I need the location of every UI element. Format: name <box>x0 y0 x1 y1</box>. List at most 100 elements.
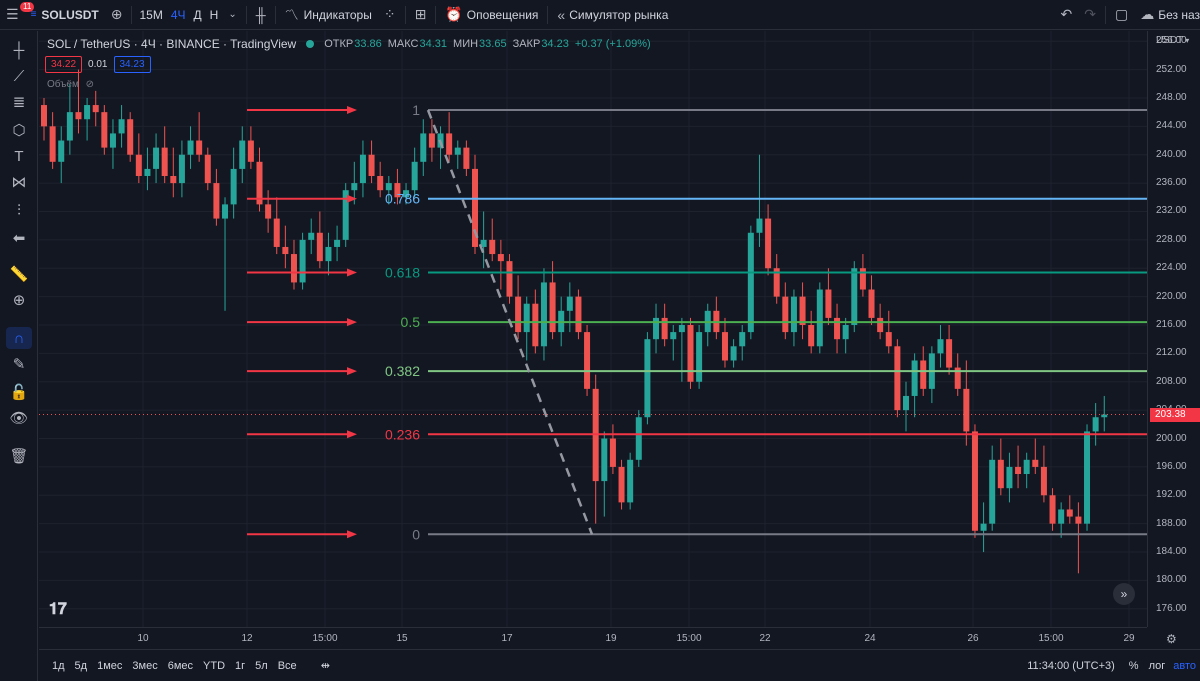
range-5d[interactable]: 5д <box>74 659 88 672</box>
pattern-tool[interactable]: ⬡ <box>6 119 32 141</box>
interval-1w[interactable]: Н <box>209 7 219 22</box>
ruler-tool[interactable]: 📏 <box>6 263 32 285</box>
stay-drawing-tool[interactable]: ✎ <box>6 353 32 375</box>
low-label: МИН <box>453 38 479 50</box>
eye-icon: 👁 <box>9 410 29 427</box>
candle-body <box>765 218 772 269</box>
back-arrow-tool[interactable]: ⬅ <box>6 227 32 249</box>
currency-label[interactable]: USDT ▾ <box>1156 35 1189 46</box>
candle-body <box>239 140 246 169</box>
auto-toggle[interactable]: авто <box>1173 659 1196 672</box>
range-1y[interactable]: 1г <box>235 659 246 672</box>
compare-button[interactable]: ⊕ <box>105 0 129 30</box>
interval-15m[interactable]: 15М <box>139 7 163 22</box>
price-axis[interactable]: USDT ▾ 256.00 252.00 248.00 244.00 240.00 236.… <box>1147 31 1200 627</box>
chart-legend: SOL / TetherUS · 4Ч · BINANCE · TradingV… <box>47 37 651 51</box>
candle-body <box>790 296 797 333</box>
fib-level-label: 1 <box>412 102 420 118</box>
replay-button[interactable]: « Симулятор рынка <box>551 0 674 30</box>
annotation-arrow-head <box>347 530 357 539</box>
lock-tool[interactable]: 🔓 <box>6 381 32 403</box>
candle-body <box>187 140 194 155</box>
clock-time[interactable]: 11:34:00 (UTC+3) <box>1027 659 1115 672</box>
range-5y[interactable]: 5л <box>255 659 268 672</box>
layout-name-button[interactable]: ☁ Без наз <box>1134 0 1200 30</box>
candle-body <box>808 325 815 347</box>
chart-type-button[interactable]: ╫ <box>250 0 272 30</box>
fib-level-label: 0 <box>412 526 420 542</box>
range-6m[interactable]: 6мес <box>167 659 194 672</box>
candle-body <box>627 459 634 503</box>
range-all[interactable]: Все <box>277 659 297 672</box>
buy-button[interactable]: 34.23 <box>113 56 151 73</box>
close-value: 34.23 <box>541 38 569 50</box>
undo-button[interactable]: ↶ <box>1055 0 1079 30</box>
drawing-toolbar: ┼ ⟋ ≣ ⬡ T ⋈ ⫶ ⬅ 📏 ⊕ ∩ ✎ 🔓 👁 🗑 <box>0 31 38 681</box>
scroll-to-realtime-button[interactable]: » <box>1113 583 1135 605</box>
range-1m[interactable]: 1мес <box>97 659 123 672</box>
fib-tool[interactable]: ≣ <box>6 91 32 113</box>
templates-button[interactable]: ⁘ <box>378 0 402 30</box>
candle-body <box>41 105 47 127</box>
layout-icon: ⊞ <box>414 6 427 22</box>
calendar-range-icon: ⇹ <box>320 660 330 672</box>
hide-tool[interactable]: 👁 <box>6 407 32 429</box>
high-label: МАКС <box>387 38 419 50</box>
candle-body <box>299 239 306 283</box>
interval-dropdown[interactable]: ⌄ <box>222 0 242 30</box>
text-tool[interactable]: T <box>6 145 32 167</box>
layouts-button[interactable]: ⊞ <box>409 0 433 30</box>
fib-level-label: 0.5 <box>401 314 421 330</box>
log-toggle[interactable]: лог <box>1148 659 1166 672</box>
interval-4h[interactable]: 4Ч <box>170 7 186 22</box>
candle-body <box>1032 459 1039 467</box>
interval-1d[interactable]: Д <box>193 7 202 22</box>
range-ytd[interactable]: YTD <box>203 659 226 672</box>
indicators-button[interactable]: 〽 Индикаторы <box>279 0 378 30</box>
crosshair-tool[interactable]: ┼ <box>6 39 32 61</box>
magnet-tool[interactable]: ∩ <box>6 327 32 349</box>
candle-body <box>980 523 987 531</box>
bottom-toolbar: 1д 5д 1мес 3мес 6мес YTD 1г 5л Все ⇹ 11:… <box>39 649 1200 681</box>
delete-tool[interactable]: 🗑 <box>6 445 32 467</box>
goto-date-button[interactable]: ⇹ <box>316 659 335 672</box>
range-1d[interactable]: 1д <box>52 659 65 672</box>
candle-body <box>58 140 65 162</box>
trend-line-tool[interactable]: ⟋ <box>6 65 32 87</box>
measure-tool[interactable]: ⫶ <box>6 199 32 221</box>
candle-body <box>92 105 99 113</box>
axis-settings-button[interactable]: ⚙ <box>1166 632 1177 646</box>
open-value: 33.86 <box>354 38 382 50</box>
candle-body <box>454 147 461 155</box>
crosshair-icon: ┼ <box>13 41 25 59</box>
candle-body <box>609 438 616 467</box>
hide-eye-icon[interactable]: ⊘ <box>85 79 95 90</box>
price-tick: 176.00 <box>1156 602 1187 614</box>
range-3m[interactable]: 3мес <box>132 659 158 672</box>
sell-button[interactable]: 34.22 <box>45 56 83 73</box>
percent-toggle[interactable]: % <box>1128 659 1139 672</box>
redo-button[interactable]: ↷ <box>1078 0 1102 30</box>
time-axis[interactable]: 10 12 15:00 15 17 19 15:00 22 24 26 15:00 29 <box>39 627 1147 649</box>
symbol-search-button[interactable]: ≡ SOLUSDT <box>25 0 105 30</box>
double-chevron-right-icon: » <box>1120 587 1128 601</box>
candle-body <box>584 332 591 389</box>
layout-select-button[interactable]: ▢ <box>1109 0 1134 30</box>
candle-body <box>920 360 927 389</box>
candle-body <box>420 133 427 162</box>
fib-level-label: 0.618 <box>385 264 420 280</box>
candle-body <box>316 232 323 262</box>
rewind-icon: « <box>557 6 566 23</box>
zoom-tool[interactable]: ⊕ <box>6 289 32 311</box>
redo-icon: ↷ <box>1084 6 1096 22</box>
tradingview-logo[interactable]: 𝟏𝟕 <box>49 601 67 618</box>
chart-pane[interactable]: 1 0.786 0.618 0.5 0.382 0.236 0 SOL / TetherUS… <box>39 31 1147 627</box>
candle-body <box>782 296 789 333</box>
open-label: ОТКР <box>324 38 354 50</box>
annotation-arrow-head <box>347 367 357 376</box>
prediction-tool[interactable]: ⋈ <box>6 171 32 193</box>
alerts-button[interactable]: ⏰ Оповещения <box>439 0 544 30</box>
menu-button[interactable]: ☰ 11 <box>0 0 35 30</box>
price-tick: 252.00 <box>1156 63 1187 75</box>
candle-body <box>971 431 978 531</box>
